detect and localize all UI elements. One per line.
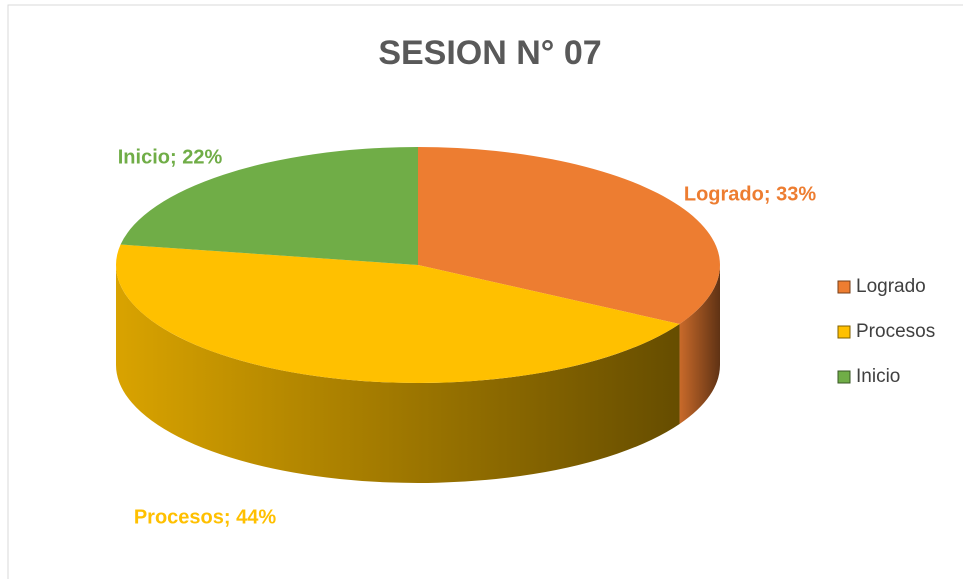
pie-side — [115, 265, 680, 483]
data-label: Inicio; 22% — [118, 146, 223, 168]
pie-side — [679, 265, 720, 424]
legend-marker — [837, 325, 851, 339]
legend-marker — [837, 370, 851, 384]
pie-slice — [120, 147, 418, 265]
legend-label: Procesos — [856, 321, 935, 342]
legend-marker — [837, 280, 851, 294]
legend-label: Inicio — [856, 366, 900, 387]
chart-title: SESION N° 07 — [378, 34, 601, 72]
data-label: Logrado; 33% — [684, 183, 816, 205]
data-label: Procesos; 44% — [134, 506, 277, 528]
pie-slice — [418, 147, 720, 324]
pie-slice — [116, 244, 680, 384]
legend-label: Logrado — [856, 276, 926, 297]
